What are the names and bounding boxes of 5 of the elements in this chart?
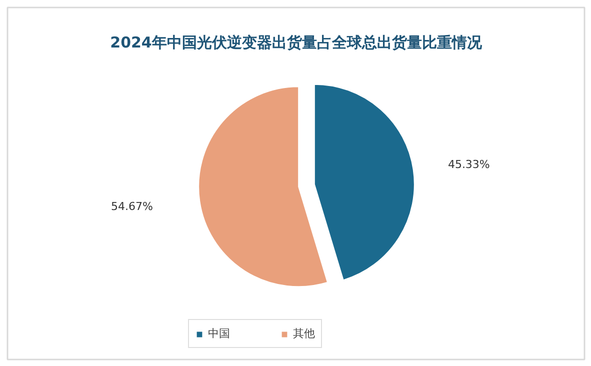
data-label: 54.67% — [111, 200, 154, 214]
legend-label: 其他 — [293, 326, 315, 341]
legend-label: 中国 — [208, 326, 230, 341]
data-label: 45.33% — [448, 158, 490, 171]
chart-title: 2024年中国光伏逆变器出货量占全球总出货量比重情况 — [110, 34, 483, 52]
